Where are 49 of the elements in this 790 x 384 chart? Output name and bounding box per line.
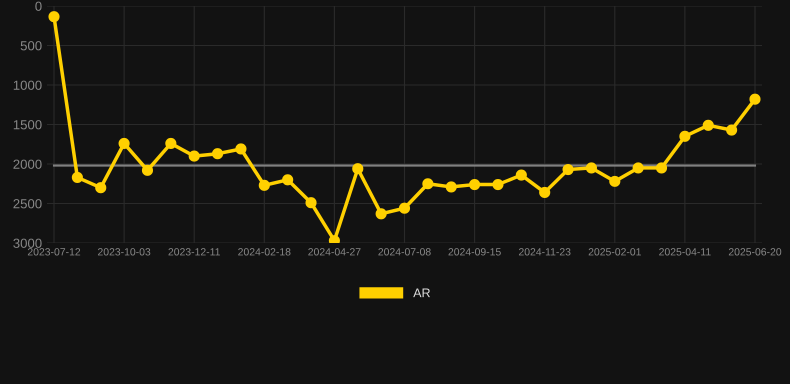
point [656, 162, 668, 174]
point [72, 172, 83, 183]
legend-label: AR [413, 288, 430, 298]
point [118, 138, 130, 150]
point [516, 170, 527, 181]
y-tick-label: 2500 [13, 199, 42, 208]
y-tick-label: 500 [20, 41, 42, 50]
point [95, 182, 106, 194]
point [702, 120, 714, 131]
point [212, 148, 224, 160]
y-tick-label: 0 [35, 2, 42, 11]
point [469, 178, 480, 190]
x-tick-label: 2023-07-12 [28, 248, 80, 256]
x-tick-label: 2023-12-11 [168, 248, 220, 256]
point [142, 164, 154, 176]
point [492, 178, 504, 190]
x-tick-label: 2024-11-23 [518, 248, 570, 256]
y-tick-label: 1500 [14, 120, 42, 130]
point [398, 202, 410, 214]
point [188, 150, 200, 162]
y-tick-label: 2000 [13, 160, 42, 169]
point [422, 178, 434, 190]
x-tick-label: 2025-04-11 [659, 248, 711, 256]
x-tick-label: 2024-02-18 [238, 248, 290, 256]
point [305, 197, 317, 208]
point [376, 208, 387, 220]
point [258, 180, 270, 191]
point [352, 163, 364, 174]
point [562, 164, 574, 176]
x-tick-label: 2025-06-20 [728, 248, 782, 256]
point [446, 181, 457, 192]
point [539, 186, 550, 198]
x-tick-label: 2024-09-15 [448, 248, 501, 256]
point [165, 138, 176, 150]
x-tick-label: 2023-10-03 [98, 248, 150, 256]
y-tick-label: 3000 [13, 238, 42, 248]
point [282, 174, 294, 186]
x-tick-label: 2024-07-08 [378, 248, 431, 256]
x-tick-label: 2025-02-01 [588, 248, 641, 256]
x-tick-label: 2024-04-27 [308, 248, 361, 256]
point [726, 124, 738, 136]
point [586, 162, 597, 174]
point [235, 143, 246, 155]
point [632, 162, 644, 174]
point [749, 94, 761, 105]
point [48, 11, 60, 22]
point [679, 130, 690, 142]
y-tick-label: 1000 [14, 80, 42, 90]
point [609, 176, 620, 187]
